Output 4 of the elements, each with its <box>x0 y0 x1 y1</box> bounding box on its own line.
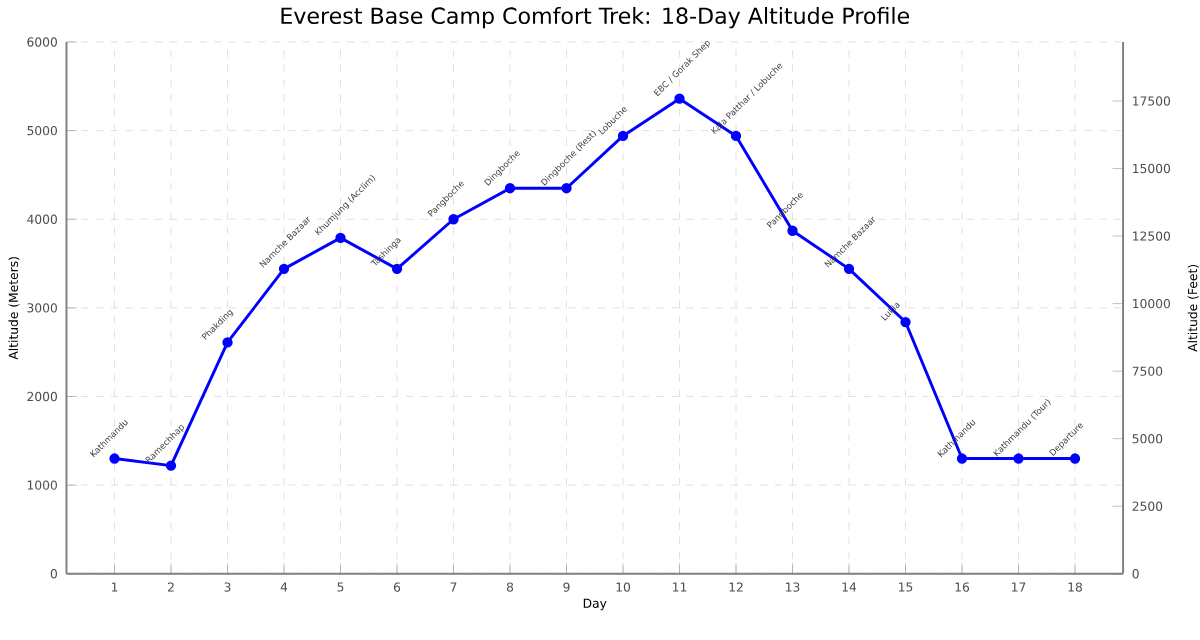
chart-title: Everest Base Camp Comfort Trek: 18-Day Altitude Profile <box>281 6 910 29</box>
point <box>730 130 742 141</box>
point <box>674 93 685 104</box>
point <box>900 316 911 328</box>
